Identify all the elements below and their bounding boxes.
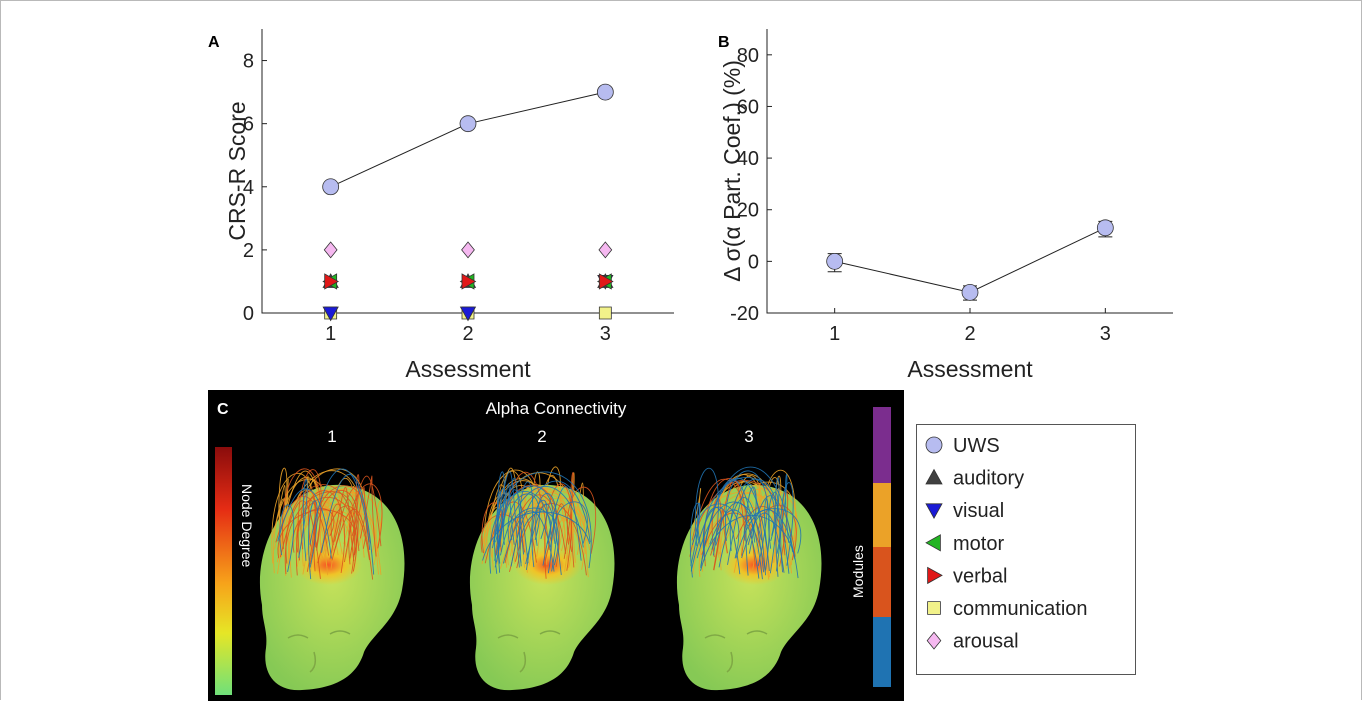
panel-c-title: Alpha Connectivity [486,399,627,418]
point-arousal [323,241,338,259]
legend-marker-motor [925,534,941,552]
legend-marker-auditory [925,468,943,485]
y-axis-label: Δ σ(α Part. Coef.) (%) [719,60,745,282]
y-tick-label: 8 [243,51,254,73]
series-line-uws [834,227,1106,293]
y-tick-label: -20 [730,303,759,325]
legend: UWS auditory visual motor verbal communicatio… [916,424,1136,675]
head-label-1: 1 [327,427,336,446]
point-uws [459,115,477,133]
chart-a: 0 2 4 6 8 1 2 3 Assessment CRS-R Score [224,29,674,382]
point-uws [826,252,844,270]
x-tick-label: 3 [1100,323,1111,345]
y-tick-label: 80 [737,45,759,67]
head-label-2: 2 [537,427,546,446]
legend-marker-visual [925,503,943,520]
y-tick-label: 0 [748,251,759,273]
head-render [676,466,822,691]
y-tick-label: 0 [243,303,254,325]
y-tick-label: 6 [243,114,254,136]
x-tick-label: 1 [829,323,840,345]
legend-marker-verbal [927,566,943,585]
x-tick-label: 2 [462,323,473,345]
x-axis-label: Assessment [405,356,531,382]
x-tick-label: 1 [325,323,336,345]
chart-b: -20 0 20 40 60 80 1 2 3 Assessment Δ σ(α Part. Coe… [719,29,1173,382]
x-tick-label: 2 [964,323,975,345]
y-axis-label: CRS-R Score [224,101,250,240]
y-tick-label: 2 [243,240,254,262]
y-tick-label: 4 [243,177,254,199]
y-tick-label: 40 [737,148,759,170]
legend-item: visual [925,500,1004,522]
panel-c-label: C [217,401,229,418]
head-render [259,467,405,691]
y-tick-label: 20 [737,200,759,222]
point-verbal [461,273,477,290]
point-uws [1096,219,1114,237]
modules-colorbar [873,407,891,687]
point-communication [598,306,612,320]
panel-c-connectivity-image: C Alpha Connectivity 1 2 3 Node Degree M… [208,390,904,701]
legend-label: auditory [953,468,1024,490]
legend-item: UWS [925,435,1000,457]
node-degree-colorbar [215,447,232,695]
x-axis-label: Assessment [907,356,1033,382]
modules-label: Modules [850,545,866,598]
legend-label: verbal [953,565,1007,587]
axis-lines [261,29,674,314]
legend-item: auditory [925,468,1024,490]
legend-item: communication [927,598,1088,620]
point-uws [961,283,979,301]
head-label-3: 3 [744,427,753,446]
legend-item: verbal [927,565,1007,587]
legend-marker-communication [927,601,941,615]
point-uws [322,178,340,196]
y-tick-label: 60 [737,96,759,118]
panel-b-label: B [718,34,730,51]
legend-label: arousal [953,631,1019,653]
legend-item: motor [925,533,1004,555]
axis-lines [766,29,1173,314]
point-arousal [461,241,475,259]
legend-marker-arousal [926,631,942,650]
point-arousal [598,241,613,259]
point-uws [596,83,614,101]
point-visual [459,306,477,322]
node-degree-label: Node Degree [239,484,255,567]
x-tick-label: 3 [600,323,611,345]
series-line-uws [330,91,606,188]
head-render [469,466,615,691]
panel-a-label: A [208,34,220,51]
legend-item: arousal [926,631,1019,653]
legend-label: UWS [953,435,1000,457]
point-visual [322,306,339,322]
legend-label: visual [953,500,1004,522]
module-swatch [873,617,891,687]
point-verbal [598,273,614,290]
heads-group [259,466,822,691]
module-swatch [873,407,891,483]
module-swatch [873,547,891,617]
legend-label: motor [953,533,1004,555]
point-verbal [324,273,339,290]
module-swatch [873,483,891,547]
legend-label: communication [953,598,1088,620]
legend-marker-uws [925,436,943,454]
